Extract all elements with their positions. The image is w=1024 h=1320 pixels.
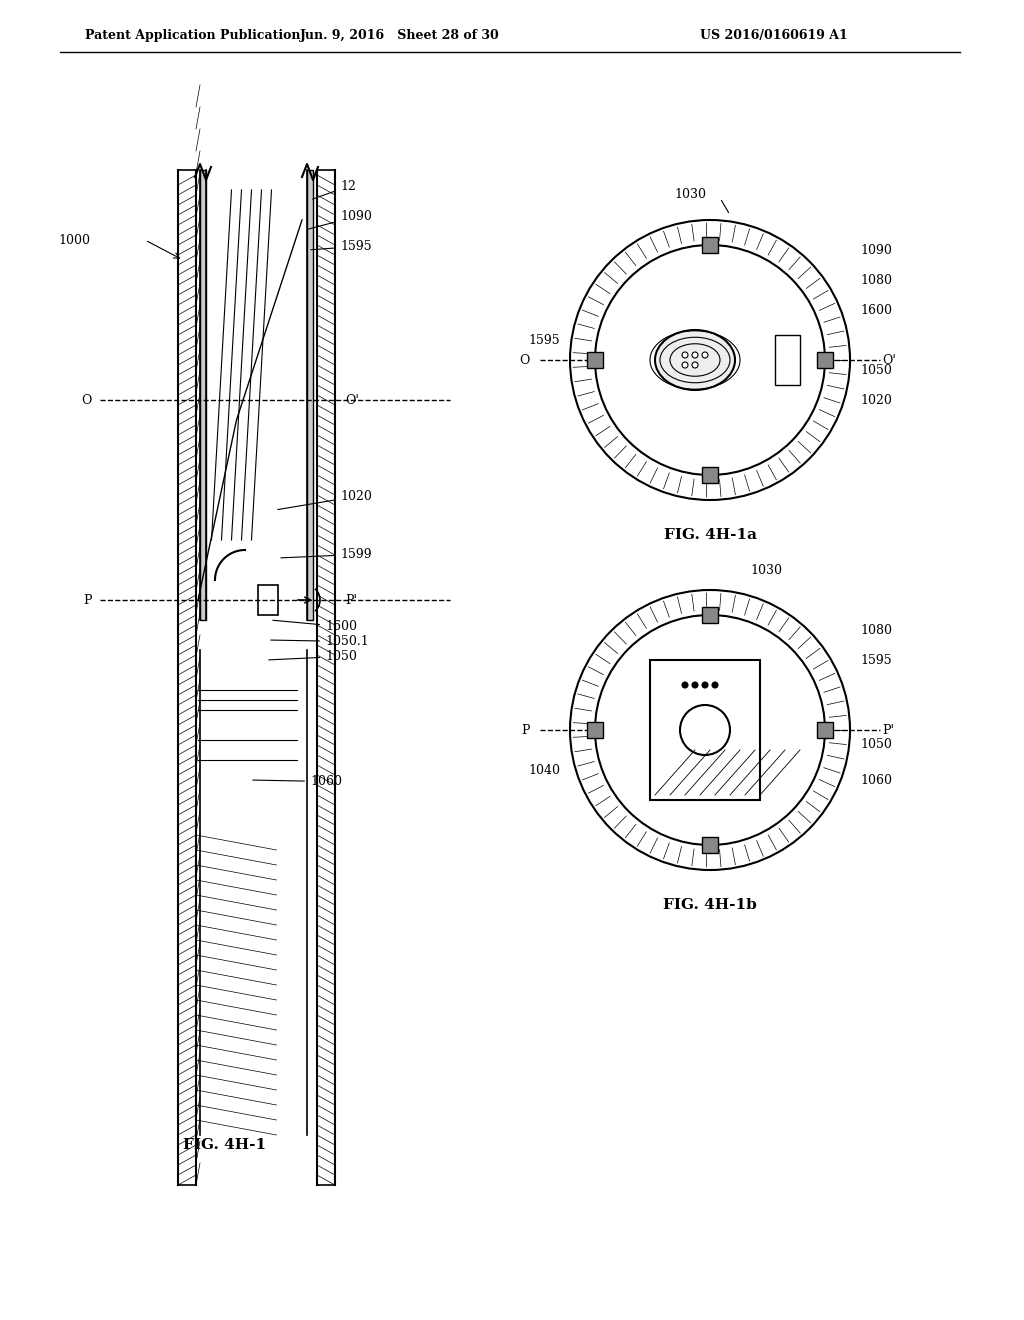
Text: 1020: 1020 (860, 393, 892, 407)
Bar (817, 722, 833, 738)
Bar (178, 170, 196, 1185)
Text: P': P' (882, 723, 894, 737)
Text: 1050: 1050 (268, 649, 357, 663)
Circle shape (682, 352, 688, 358)
Text: O': O' (882, 354, 896, 367)
Text: FIG. 4H-1b: FIG. 4H-1b (664, 898, 757, 912)
Text: 1030: 1030 (750, 564, 782, 577)
Bar (702, 467, 718, 483)
Text: O': O' (345, 393, 358, 407)
Text: O: O (519, 354, 530, 367)
Text: FIG. 4H-1a: FIG. 4H-1a (664, 528, 757, 543)
Circle shape (595, 246, 825, 475)
Circle shape (570, 590, 850, 870)
Text: 1050: 1050 (860, 363, 892, 376)
Text: 1595: 1595 (860, 653, 892, 667)
Ellipse shape (655, 330, 735, 389)
Text: US 2016/0160619 A1: US 2016/0160619 A1 (700, 29, 848, 41)
Text: FIG. 4H-1: FIG. 4H-1 (183, 1138, 266, 1152)
Text: 1060: 1060 (860, 774, 892, 787)
Bar (775, 335, 800, 385)
Bar (587, 352, 603, 368)
Bar (650, 660, 760, 800)
Text: 1060: 1060 (253, 775, 342, 788)
Text: 1595: 1595 (528, 334, 560, 346)
Bar (817, 352, 833, 368)
Text: 1600: 1600 (272, 620, 357, 634)
Bar (587, 722, 603, 738)
Text: 1599: 1599 (281, 548, 372, 561)
Circle shape (712, 682, 718, 688)
Text: 12: 12 (312, 180, 356, 199)
Circle shape (682, 682, 688, 688)
Bar (317, 170, 335, 1185)
Text: 1020: 1020 (278, 490, 372, 510)
Bar (702, 238, 718, 253)
Bar (702, 837, 718, 853)
Circle shape (702, 682, 708, 688)
Circle shape (680, 705, 730, 755)
Circle shape (595, 615, 825, 845)
Text: Jun. 9, 2016   Sheet 28 of 30: Jun. 9, 2016 Sheet 28 of 30 (300, 29, 500, 41)
Text: P: P (521, 723, 530, 737)
Text: 1030: 1030 (674, 189, 706, 202)
Text: 1050: 1050 (860, 738, 892, 751)
Circle shape (570, 220, 850, 500)
Circle shape (682, 362, 688, 368)
Text: Patent Application Publication: Patent Application Publication (85, 29, 300, 41)
Circle shape (702, 352, 708, 358)
Circle shape (692, 352, 698, 358)
Text: 1080: 1080 (860, 623, 892, 636)
Text: 1090: 1090 (307, 210, 372, 230)
Text: 1050.1: 1050.1 (270, 635, 369, 648)
Circle shape (692, 682, 698, 688)
Text: O: O (82, 393, 92, 407)
Bar (307, 170, 313, 620)
Text: 1040: 1040 (528, 763, 560, 776)
Circle shape (692, 362, 698, 368)
Text: 1595: 1595 (310, 240, 372, 253)
Bar (258, 585, 278, 615)
Text: 1000: 1000 (58, 234, 90, 247)
Text: 1090: 1090 (860, 243, 892, 256)
Text: P: P (84, 594, 92, 606)
Text: 1080: 1080 (860, 273, 892, 286)
Bar (702, 607, 718, 623)
Text: P': P' (345, 594, 357, 606)
Bar (200, 170, 206, 620)
Text: 1600: 1600 (860, 304, 892, 317)
